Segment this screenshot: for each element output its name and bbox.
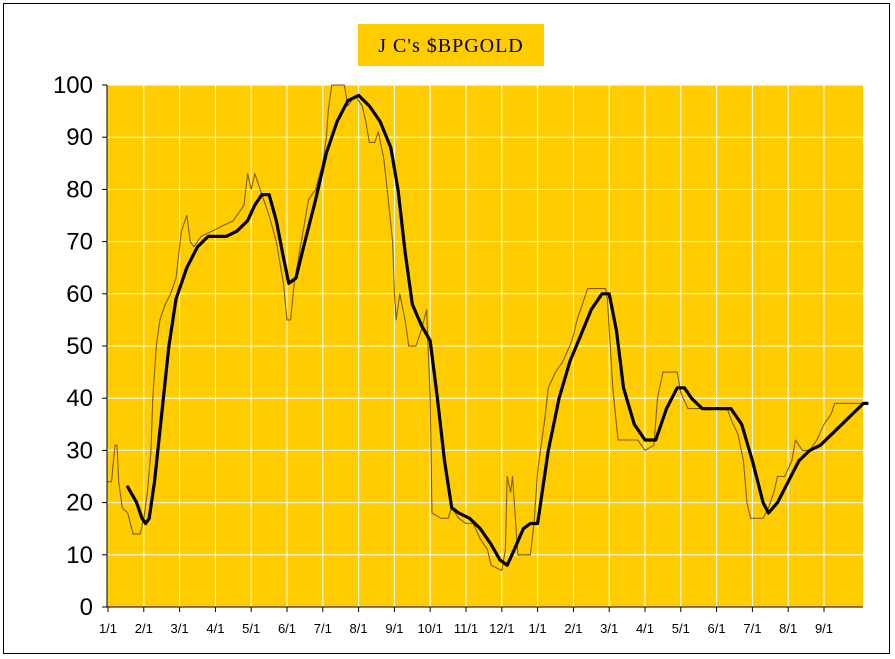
y-tick-label: 60 xyxy=(66,281,93,308)
x-tick-label: 3/1 xyxy=(171,621,189,636)
series-line-smooth xyxy=(126,93,869,567)
y-tick-labels: 0 10 20 30 40 50 60 70 80 90 100 xyxy=(53,72,93,621)
y-tick-label: 50 xyxy=(66,333,93,360)
y-tick-label: 20 xyxy=(66,490,93,517)
x-tick-label: 1/1 xyxy=(99,621,117,636)
y-tick-label: 80 xyxy=(66,176,93,203)
x-tick-label: 3/1 xyxy=(600,621,618,636)
x-tick-label: 2/1 xyxy=(564,621,582,636)
x-tick-label: 5/1 xyxy=(242,621,260,636)
y-tick-label: 90 xyxy=(66,124,93,151)
x-tick-label: 8/1 xyxy=(350,621,368,636)
x-tick-label: 7/1 xyxy=(314,621,332,636)
x-tick-label: 11/1 xyxy=(454,621,478,636)
x-tick-label: 6/1 xyxy=(278,621,296,636)
series-layer xyxy=(107,84,869,572)
x-tick-label: 5/1 xyxy=(672,621,690,636)
axes xyxy=(102,84,863,612)
x-tick-label: 9/1 xyxy=(815,621,833,636)
x-tick-label: 4/1 xyxy=(636,621,654,636)
y-tick-label: 100 xyxy=(53,72,93,99)
y-tick-label: 70 xyxy=(66,229,93,256)
y-tick-label: 30 xyxy=(66,437,93,464)
x-tick-label: 10/1 xyxy=(418,621,443,636)
chart-svg: J C's $BPGOLD 0 10 20 30 40 50 60 70 80 90 100 1/1… xyxy=(53,24,869,636)
chart-frame: J C's $BPGOLD 0 10 20 30 40 50 60 70 80 90 100 1/1… xyxy=(3,3,890,654)
y-tick-label: 40 xyxy=(66,385,93,412)
title-box xyxy=(358,24,544,66)
x-tick-label: 1/1 xyxy=(529,621,547,636)
x-tick-labels: 1/1 2/1 3/1 4/1 5/1 6/1 7/1 8/1 9/1 10/1 11/1 12/1 1… xyxy=(99,621,833,636)
y-tick-label: 10 xyxy=(66,542,93,569)
y-tick-label: 0 xyxy=(80,594,93,621)
x-tick-label: 12/1 xyxy=(489,621,514,636)
x-tick-label: 4/1 xyxy=(206,621,224,636)
x-tick-label: 9/1 xyxy=(385,621,403,636)
chart-title: J C's $BPGOLD xyxy=(378,35,524,57)
x-tick-label: 2/1 xyxy=(135,621,153,636)
x-tick-label: 6/1 xyxy=(708,621,726,636)
x-tick-label: 7/1 xyxy=(743,621,761,636)
x-tick-label: 8/1 xyxy=(779,621,797,636)
